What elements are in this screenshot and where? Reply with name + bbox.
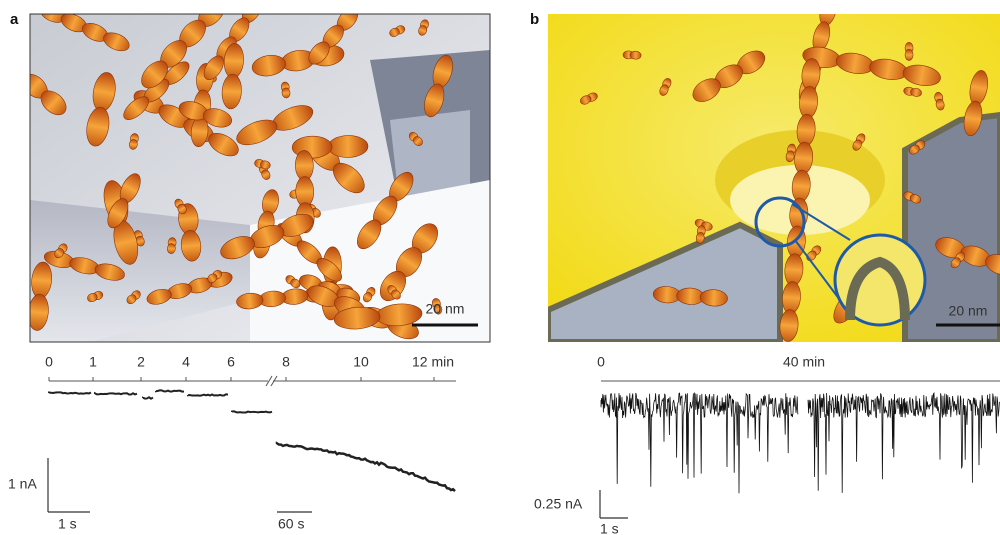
time-label: 6: [227, 354, 235, 370]
trace-segment: [49, 392, 91, 393]
trace-segment: [188, 394, 228, 395]
scale-bars: [600, 490, 628, 518]
time-label: 2: [137, 354, 145, 370]
time-label: 0: [45, 354, 53, 370]
time-label: 12 min: [412, 354, 454, 370]
twist: [905, 49, 913, 60]
scale-label: 20 nm: [949, 303, 988, 319]
twist: [251, 0, 278, 7]
fibril: [905, 42, 913, 60]
trace-segment: [808, 393, 999, 493]
scale-label: 20 nm: [426, 301, 465, 317]
time-label: 10: [353, 354, 369, 370]
trace-segment: [232, 411, 272, 412]
figure: 20 nm a 20 nm b 1 nA 1 s 60 s 0.25 nA 1 …: [0, 0, 1000, 535]
panel-label: a: [10, 11, 19, 28]
fibril: [623, 51, 641, 60]
trace-segment: [601, 393, 798, 493]
time-label: 4: [182, 354, 190, 370]
trace-segment: [95, 393, 137, 394]
trace-segment: [156, 390, 184, 391]
current-scale: 0.25 nA: [534, 496, 583, 512]
time-scale: 1 s: [600, 521, 619, 535]
panel-label: b: [530, 11, 539, 28]
time-axis: [49, 376, 456, 386]
illustration-a: [16, 0, 490, 343]
time-label: 0: [597, 354, 605, 370]
trace-segment: [143, 397, 153, 398]
time-label: 40 min: [783, 354, 825, 370]
twist: [630, 51, 641, 60]
twist: [296, 176, 314, 206]
twist: [295, 150, 313, 180]
current-trace: [49, 390, 455, 491]
time-scale: 60 s: [278, 516, 304, 532]
scale-bars: [48, 458, 312, 512]
current-trace: [601, 393, 999, 493]
trace-segment: [277, 443, 455, 491]
time-scale: 1 s: [58, 516, 77, 532]
illustration-b: [548, 0, 1000, 342]
current-scale: 1 nA: [8, 476, 37, 492]
time-label: 8: [282, 354, 290, 370]
time-label: 1: [89, 354, 97, 370]
